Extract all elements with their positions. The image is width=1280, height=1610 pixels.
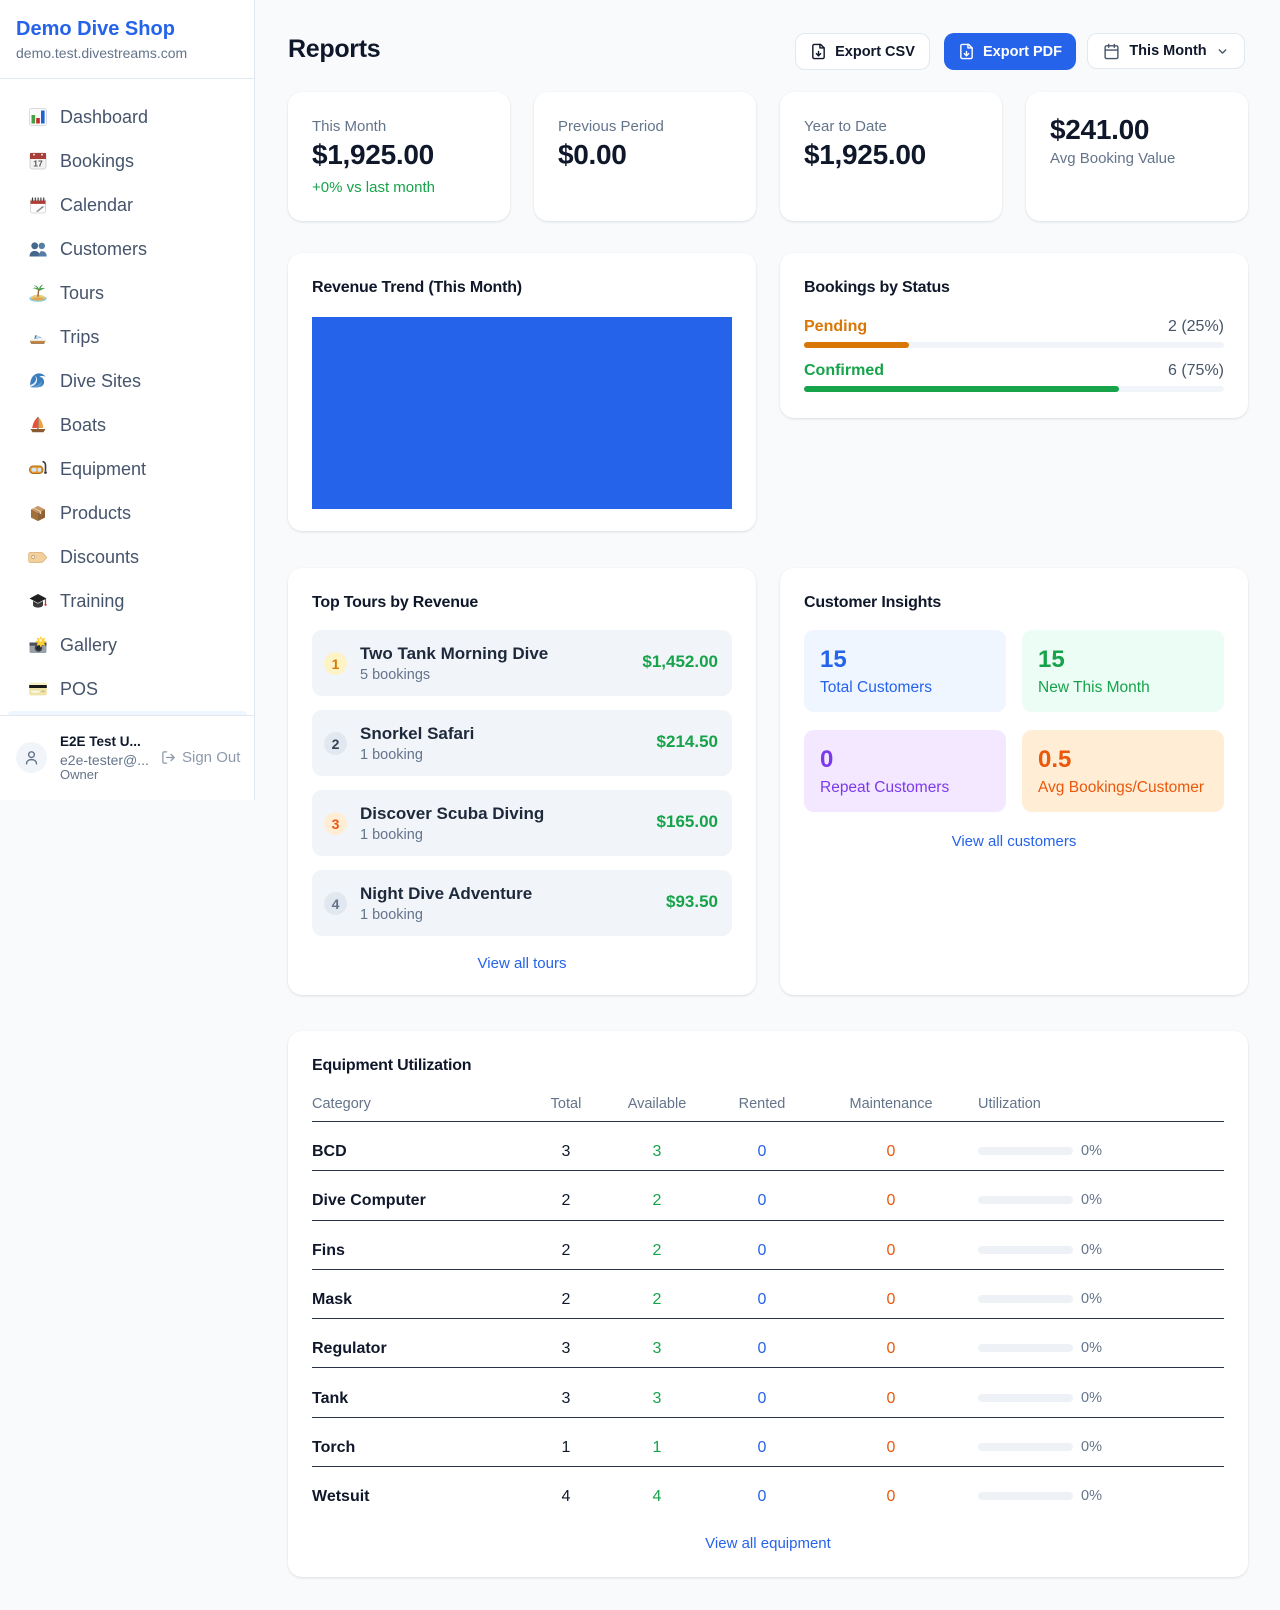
svg-text:17: 17 (33, 159, 43, 169)
